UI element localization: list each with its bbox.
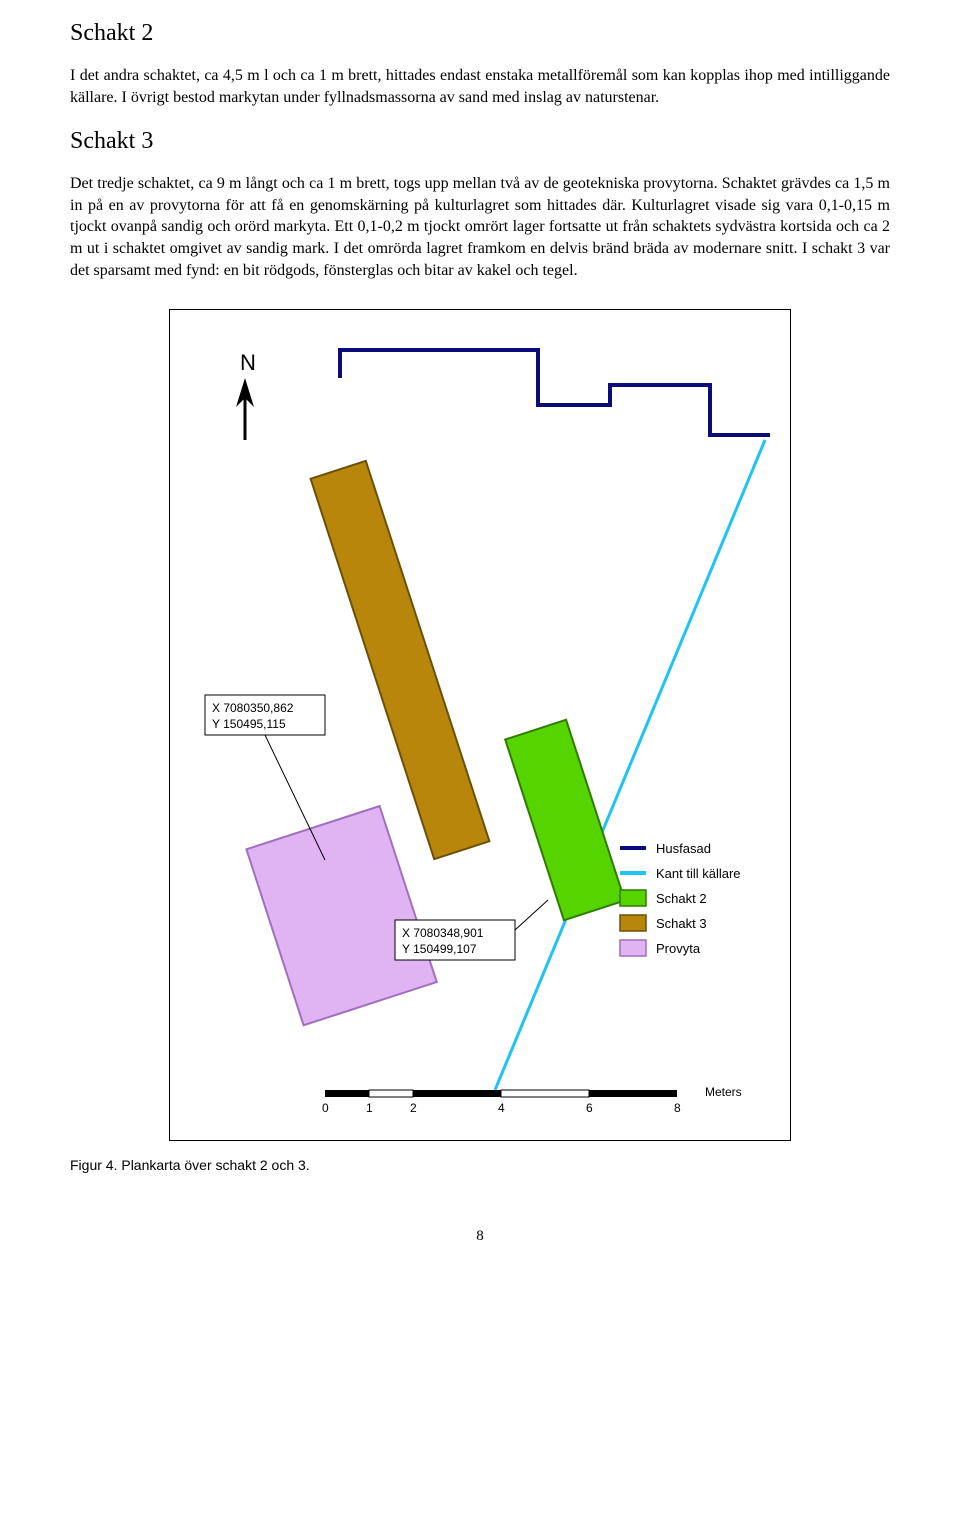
scale-tick-1: 1 (366, 1101, 373, 1115)
coord2-line1: X 7080348,901 (402, 926, 484, 940)
legend-label-3: Schakt 3 (656, 916, 707, 931)
scale-tick-2: 2 (410, 1101, 417, 1115)
map-frame: N (169, 309, 791, 1141)
figure-container: N (70, 309, 890, 1141)
page-number: 8 (70, 1228, 890, 1245)
scale-tick-4: 6 (586, 1101, 593, 1115)
map-svg: N (170, 310, 790, 1140)
legend-label-0: Husfasad (656, 841, 711, 856)
scale-unit: Meters (705, 1085, 742, 1099)
legend-rect-provyta (620, 940, 646, 956)
coord2-line2: Y 150499,107 (402, 942, 477, 956)
legend-label-1: Kant till källare (656, 866, 741, 881)
coord1-line1: X 7080350,862 (212, 701, 294, 715)
para-schakt-3: Det tredje schaktet, ca 9 m långt och ca… (70, 173, 890, 281)
heading-schakt-2: Schakt 2 (70, 20, 890, 47)
para-schakt-2: I det andra schaktet, ca 4,5 m l och ca … (70, 65, 890, 108)
legend-label-2: Schakt 2 (656, 891, 707, 906)
scale-tick-0: 0 (322, 1101, 329, 1115)
legend-rect-schakt2 (620, 890, 646, 906)
coord1-line2: Y 150495,115 (212, 717, 286, 731)
heading-schakt-3: Schakt 3 (70, 128, 890, 155)
figure-caption: Figur 4. Plankarta över schakt 2 och 3. (70, 1157, 890, 1173)
legend-rect-schakt3 (620, 915, 646, 931)
legend-label-4: Provyta (656, 941, 701, 956)
north-label: N (240, 350, 256, 375)
scale-tick-3: 4 (498, 1101, 505, 1115)
scale-tick-5: 8 (674, 1101, 681, 1115)
